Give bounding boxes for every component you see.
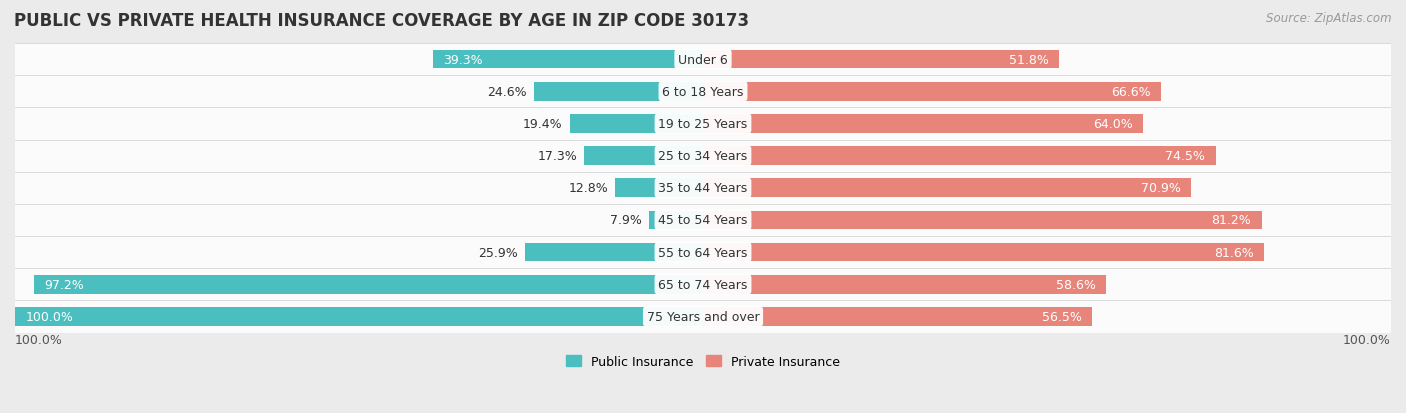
Bar (15, 307, 703, 326)
Text: 7.9%: 7.9% (610, 214, 641, 227)
Text: PUBLIC VS PRIVATE HEALTH INSURANCE COVERAGE BY AGE IN ZIP CODE 30173: PUBLIC VS PRIVATE HEALTH INSURANCE COVER… (14, 12, 749, 30)
Bar (703, 307, 1091, 326)
Text: 35 to 44 Years: 35 to 44 Years (658, 182, 748, 195)
Text: 75 Years and over: 75 Years and over (647, 310, 759, 323)
Text: 25 to 34 Years: 25 to 34 Years (658, 150, 748, 163)
Text: 81.2%: 81.2% (1212, 214, 1251, 227)
Text: 97.2%: 97.2% (45, 278, 84, 291)
Bar (614, 179, 703, 197)
Text: Under 6: Under 6 (678, 53, 728, 66)
Bar (15, 140, 1391, 172)
Text: 17.3%: 17.3% (537, 150, 576, 163)
Text: 65 to 74 Years: 65 to 74 Years (658, 278, 748, 291)
Text: 100.0%: 100.0% (15, 333, 63, 346)
Text: 74.5%: 74.5% (1166, 150, 1205, 163)
Text: 6 to 18 Years: 6 to 18 Years (662, 85, 744, 99)
Bar (15, 44, 1391, 76)
Text: 70.9%: 70.9% (1140, 182, 1181, 195)
Text: 58.6%: 58.6% (1056, 278, 1095, 291)
Bar (15, 108, 1391, 140)
Text: 100.0%: 100.0% (1343, 333, 1391, 346)
Text: 25.9%: 25.9% (478, 246, 517, 259)
Bar (15, 237, 1391, 268)
Text: 39.3%: 39.3% (443, 53, 482, 66)
Bar (703, 115, 1143, 133)
Bar (34, 275, 703, 294)
Bar (15, 172, 1391, 204)
Text: 56.5%: 56.5% (1042, 310, 1081, 323)
Text: 55 to 64 Years: 55 to 64 Years (658, 246, 748, 259)
Bar (703, 147, 1216, 166)
Bar (648, 211, 703, 230)
Text: 66.6%: 66.6% (1111, 85, 1152, 99)
Text: 81.6%: 81.6% (1215, 246, 1254, 259)
Text: 19 to 25 Years: 19 to 25 Years (658, 118, 748, 131)
Bar (703, 275, 1107, 294)
Bar (703, 211, 1261, 230)
Bar (15, 268, 1391, 301)
Bar (534, 83, 703, 101)
Bar (15, 301, 1391, 333)
Bar (433, 51, 703, 69)
Text: 45 to 54 Years: 45 to 54 Years (658, 214, 748, 227)
Bar (15, 76, 1391, 108)
Text: Source: ZipAtlas.com: Source: ZipAtlas.com (1267, 12, 1392, 25)
Legend: Public Insurance, Private Insurance: Public Insurance, Private Insurance (561, 350, 845, 373)
Text: 100.0%: 100.0% (25, 310, 73, 323)
Bar (569, 115, 703, 133)
Bar (15, 204, 1391, 237)
Text: 24.6%: 24.6% (488, 85, 527, 99)
Text: 51.8%: 51.8% (1010, 53, 1049, 66)
Bar (524, 243, 703, 262)
Bar (703, 83, 1161, 101)
Bar (583, 147, 703, 166)
Bar (703, 179, 1191, 197)
Text: 19.4%: 19.4% (523, 118, 562, 131)
Bar (703, 243, 1264, 262)
Text: 12.8%: 12.8% (568, 182, 607, 195)
Text: 64.0%: 64.0% (1094, 118, 1133, 131)
Bar (703, 51, 1059, 69)
